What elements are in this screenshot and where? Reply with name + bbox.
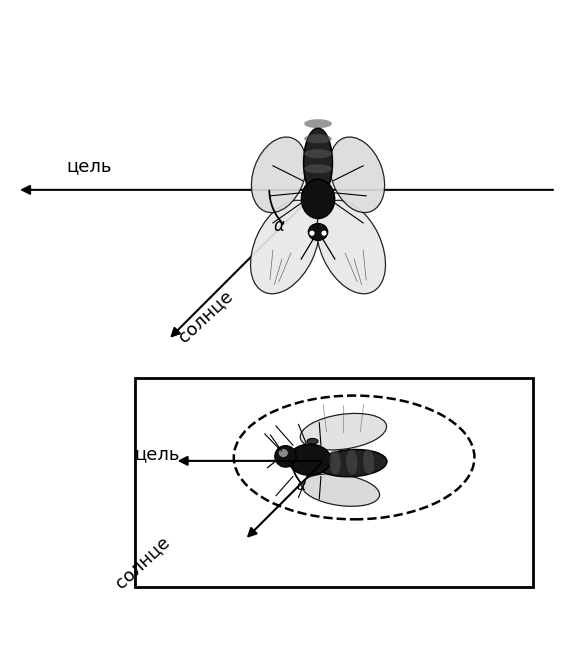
Ellipse shape: [304, 149, 332, 158]
Ellipse shape: [317, 201, 386, 294]
Ellipse shape: [304, 128, 332, 197]
Ellipse shape: [308, 223, 328, 240]
Ellipse shape: [301, 474, 379, 506]
Ellipse shape: [304, 164, 332, 173]
Text: солнце: солнце: [112, 533, 174, 592]
Ellipse shape: [250, 201, 319, 294]
Ellipse shape: [307, 439, 318, 444]
Text: цель: цель: [66, 158, 112, 175]
Text: $\alpha$: $\alpha$: [296, 479, 308, 493]
Ellipse shape: [278, 448, 288, 458]
Ellipse shape: [346, 449, 358, 474]
Ellipse shape: [301, 179, 335, 219]
Ellipse shape: [289, 445, 331, 475]
Ellipse shape: [304, 119, 332, 128]
Ellipse shape: [321, 230, 327, 236]
Bar: [135, 378, 533, 587]
Ellipse shape: [304, 134, 332, 143]
Ellipse shape: [300, 413, 387, 450]
Ellipse shape: [309, 230, 315, 236]
Ellipse shape: [252, 137, 307, 213]
Text: $\alpha$: $\alpha$: [273, 217, 285, 235]
Ellipse shape: [363, 449, 374, 474]
Ellipse shape: [329, 449, 340, 474]
Text: цель: цель: [135, 446, 180, 463]
Ellipse shape: [275, 446, 296, 467]
Ellipse shape: [329, 137, 384, 213]
Text: солнце: солнце: [174, 286, 236, 345]
Ellipse shape: [317, 450, 387, 477]
